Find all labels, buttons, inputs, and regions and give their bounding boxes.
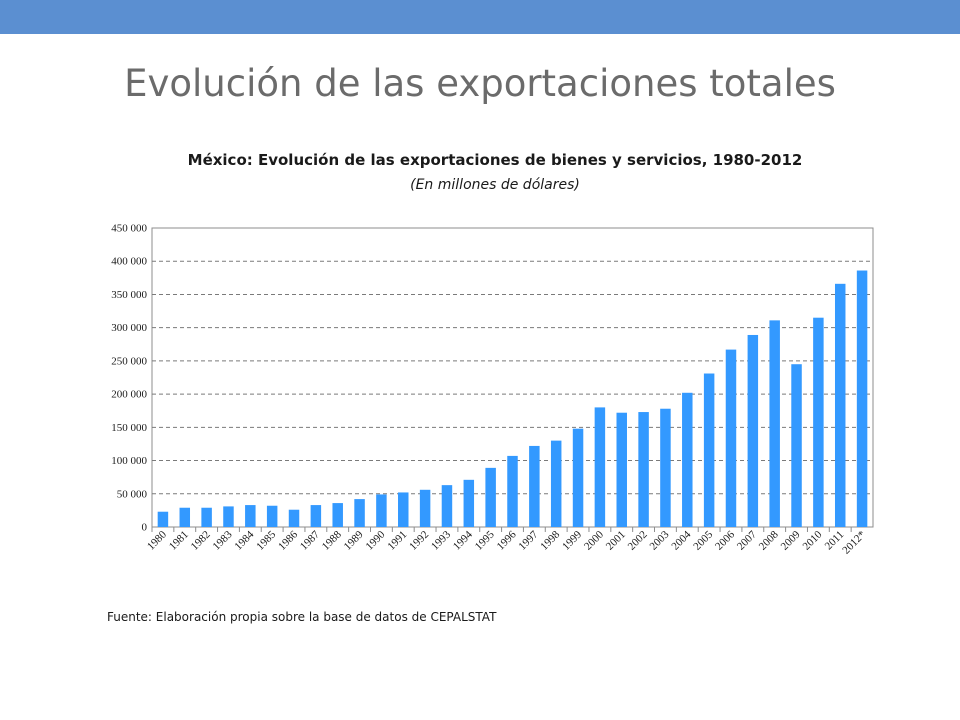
x-tick-label: 1999 [560,528,584,552]
bar [507,455,518,527]
y-tick-label: 150 000 [111,422,147,434]
bar [441,485,453,527]
x-tick-label: 1990 [363,528,387,552]
bar [485,467,496,527]
source-note: Fuente: Elaboración propia sobre la base… [107,610,497,624]
slide-title: Evolución de las exportaciones totales [124,62,836,105]
bar [529,445,540,527]
x-tick-label: 2007 [735,528,759,552]
x-tick-label: 2008 [757,528,781,552]
bar [419,489,431,527]
bar [769,320,780,527]
top-accent-bar [0,0,960,34]
x-tick-label: 1988 [320,528,344,552]
bar [157,511,169,527]
bar [266,505,278,527]
y-tick-label: 350 000 [111,289,147,301]
bar [245,505,256,527]
bar [550,440,562,527]
x-tick-label: 1983 [211,528,235,552]
bar [310,505,322,527]
x-tick-label: 1995 [473,528,497,552]
bar [682,392,693,527]
x-tick-label: 1992 [407,529,431,553]
x-tick-label: 1987 [298,528,322,552]
bar [813,317,824,527]
x-tick-label: 2009 [779,528,803,552]
x-tick-label: 1998 [538,528,562,552]
x-tick-label: 1984 [232,528,256,552]
x-tick-label: 2012* [840,529,868,557]
bar [332,503,343,527]
x-tick-label: 1985 [254,528,278,552]
bar [594,407,606,527]
bar [703,373,715,527]
bar [725,349,737,527]
x-tick-label: 1981 [167,529,191,553]
x-tick-label: 2002 [626,529,650,553]
bar [376,494,387,527]
bar [660,408,671,527]
bar [834,283,846,527]
bar [201,507,212,527]
y-tick-label: 100 000 [111,455,147,467]
x-tick-label: 2006 [713,528,737,552]
x-tick-label: 1997 [516,528,540,552]
bar [179,507,191,527]
chart-title: México: Evolución de las exportaciones d… [187,151,803,169]
x-tick-label: 1994 [451,528,475,552]
y-tick-label: 50 000 [117,488,148,500]
bar [354,499,365,527]
x-tick-label: 1982 [189,529,213,553]
bar [791,364,802,527]
bar [747,334,759,527]
x-tick-label: 1996 [495,528,519,552]
x-tick-label: 1980 [145,528,169,552]
bar [223,506,234,527]
y-tick-label: 0 [142,522,148,534]
y-tick-label: 450 000 [111,223,147,235]
x-tick-label: 1989 [342,528,366,552]
bar [616,412,627,527]
bar [572,428,584,527]
x-tick-label: 2001 [604,529,628,553]
x-tick-label: 2000 [582,528,606,552]
x-tick-label: 2003 [648,528,672,552]
x-tick-label: 1993 [429,528,453,552]
x-tick-label: 1986 [276,528,300,552]
bar [638,412,649,527]
bar [856,270,868,527]
bar [288,509,300,527]
y-tick-label: 300 000 [111,322,147,334]
y-tick-label: 200 000 [111,389,147,401]
y-tick-label: 400 000 [111,256,147,268]
x-tick-label: 1991 [385,529,409,553]
y-tick-label: 250 000 [111,355,147,367]
bar [463,479,475,527]
bar [398,492,409,527]
x-tick-label: 2005 [691,528,715,552]
x-tick-label: 2004 [669,528,693,552]
chart-subtitle: (En millones de dólares) [410,177,580,193]
x-tick-label: 2010 [800,528,824,552]
